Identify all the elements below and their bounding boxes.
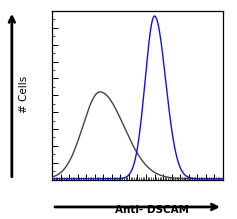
Text: Anti- DSCAM: Anti- DSCAM <box>115 205 189 215</box>
Text: # Cells: # Cells <box>19 76 29 113</box>
